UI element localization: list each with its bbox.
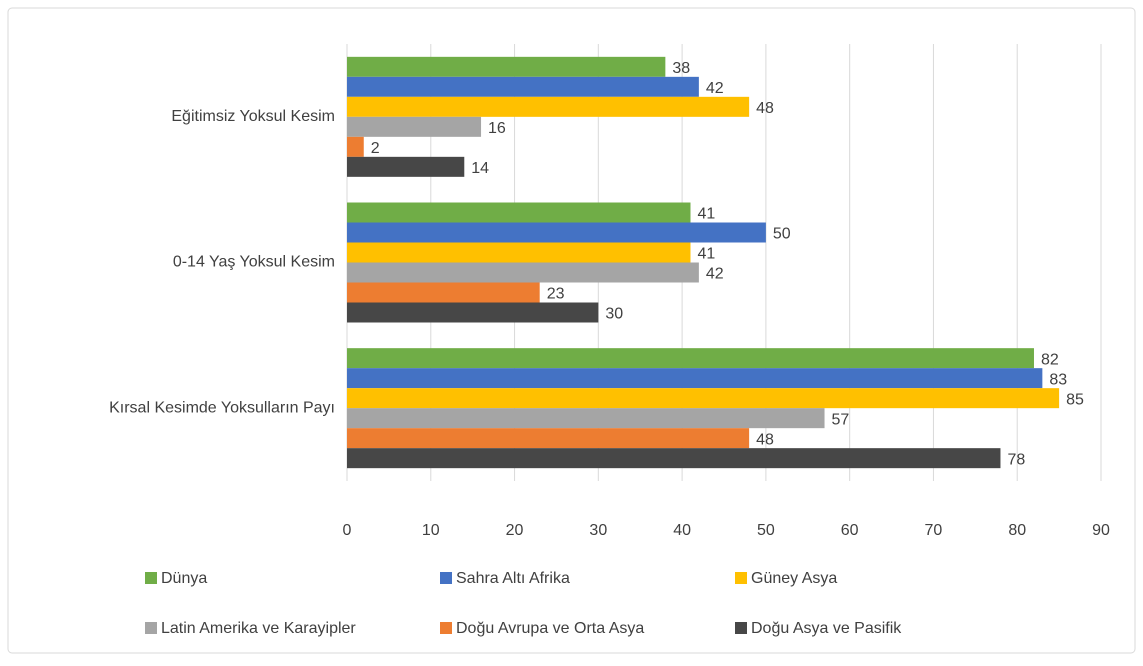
data-label: 23	[547, 286, 565, 303]
bar	[347, 428, 750, 449]
bar	[347, 96, 750, 117]
data-label: 78	[1007, 451, 1025, 468]
y-tick-label: Kırsal Kesimde Yoksulların Payı	[109, 399, 335, 416]
bar	[347, 388, 1060, 409]
legend-swatch	[145, 572, 157, 584]
data-label: 2	[371, 140, 380, 157]
legend-swatch	[735, 622, 747, 634]
x-tick-label: 90	[1092, 522, 1110, 539]
bar	[347, 116, 482, 137]
data-label: 48	[756, 100, 774, 117]
y-tick-label: 0-14 Yaş Yoksul Kesim	[173, 254, 335, 271]
bar	[347, 156, 465, 177]
legend-label: Doğu Avrupa ve Orta Asya	[456, 620, 644, 637]
x-tick-label: 70	[925, 522, 943, 539]
bar	[347, 76, 699, 97]
chart-border	[7, 7, 1136, 654]
bar	[347, 242, 691, 263]
data-label: 41	[697, 206, 715, 223]
x-tick-label: 20	[506, 522, 524, 539]
data-label: 42	[706, 266, 724, 283]
bar	[347, 368, 1043, 389]
legend-swatch	[735, 572, 747, 584]
y-tick-label: Eğitimsiz Yoksul Kesim	[171, 108, 335, 125]
legend-label: Güney Asya	[751, 570, 837, 587]
x-tick-label: 40	[673, 522, 691, 539]
bar	[347, 302, 599, 323]
legend-label: Sahra Altı Afrika	[456, 570, 570, 587]
legend-swatch	[145, 622, 157, 634]
x-tick-label: 30	[589, 522, 607, 539]
bar	[347, 262, 699, 283]
bar	[347, 448, 1001, 469]
data-label: 83	[1049, 371, 1067, 388]
legend-label: Doğu Asya ve Pasifik	[751, 620, 902, 637]
data-label: 85	[1066, 391, 1084, 408]
data-label: 50	[773, 226, 791, 243]
bar	[347, 136, 364, 157]
data-label: 14	[471, 160, 489, 177]
legend-swatch	[440, 622, 452, 634]
x-tick-label: 60	[841, 522, 859, 539]
bar	[347, 408, 825, 429]
bar	[347, 56, 666, 77]
bar	[347, 282, 540, 303]
bar	[347, 222, 766, 243]
legend-label: Dünya	[161, 570, 207, 587]
data-label: 48	[756, 431, 774, 448]
data-label: 82	[1041, 351, 1059, 368]
data-label: 41	[697, 246, 715, 263]
x-tick-label: 10	[422, 522, 440, 539]
data-label: 16	[488, 120, 506, 137]
data-label: 57	[832, 411, 850, 428]
bar	[347, 348, 1034, 369]
data-label: 42	[706, 80, 724, 97]
data-label: 30	[605, 306, 623, 323]
x-tick-label: 0	[343, 522, 352, 539]
x-tick-label: 50	[757, 522, 775, 539]
data-label: 38	[672, 60, 690, 77]
legend-label: Latin Amerika ve Karayipler	[161, 620, 356, 637]
bar	[347, 202, 691, 223]
legend-swatch	[440, 572, 452, 584]
x-tick-label: 80	[1008, 522, 1026, 539]
